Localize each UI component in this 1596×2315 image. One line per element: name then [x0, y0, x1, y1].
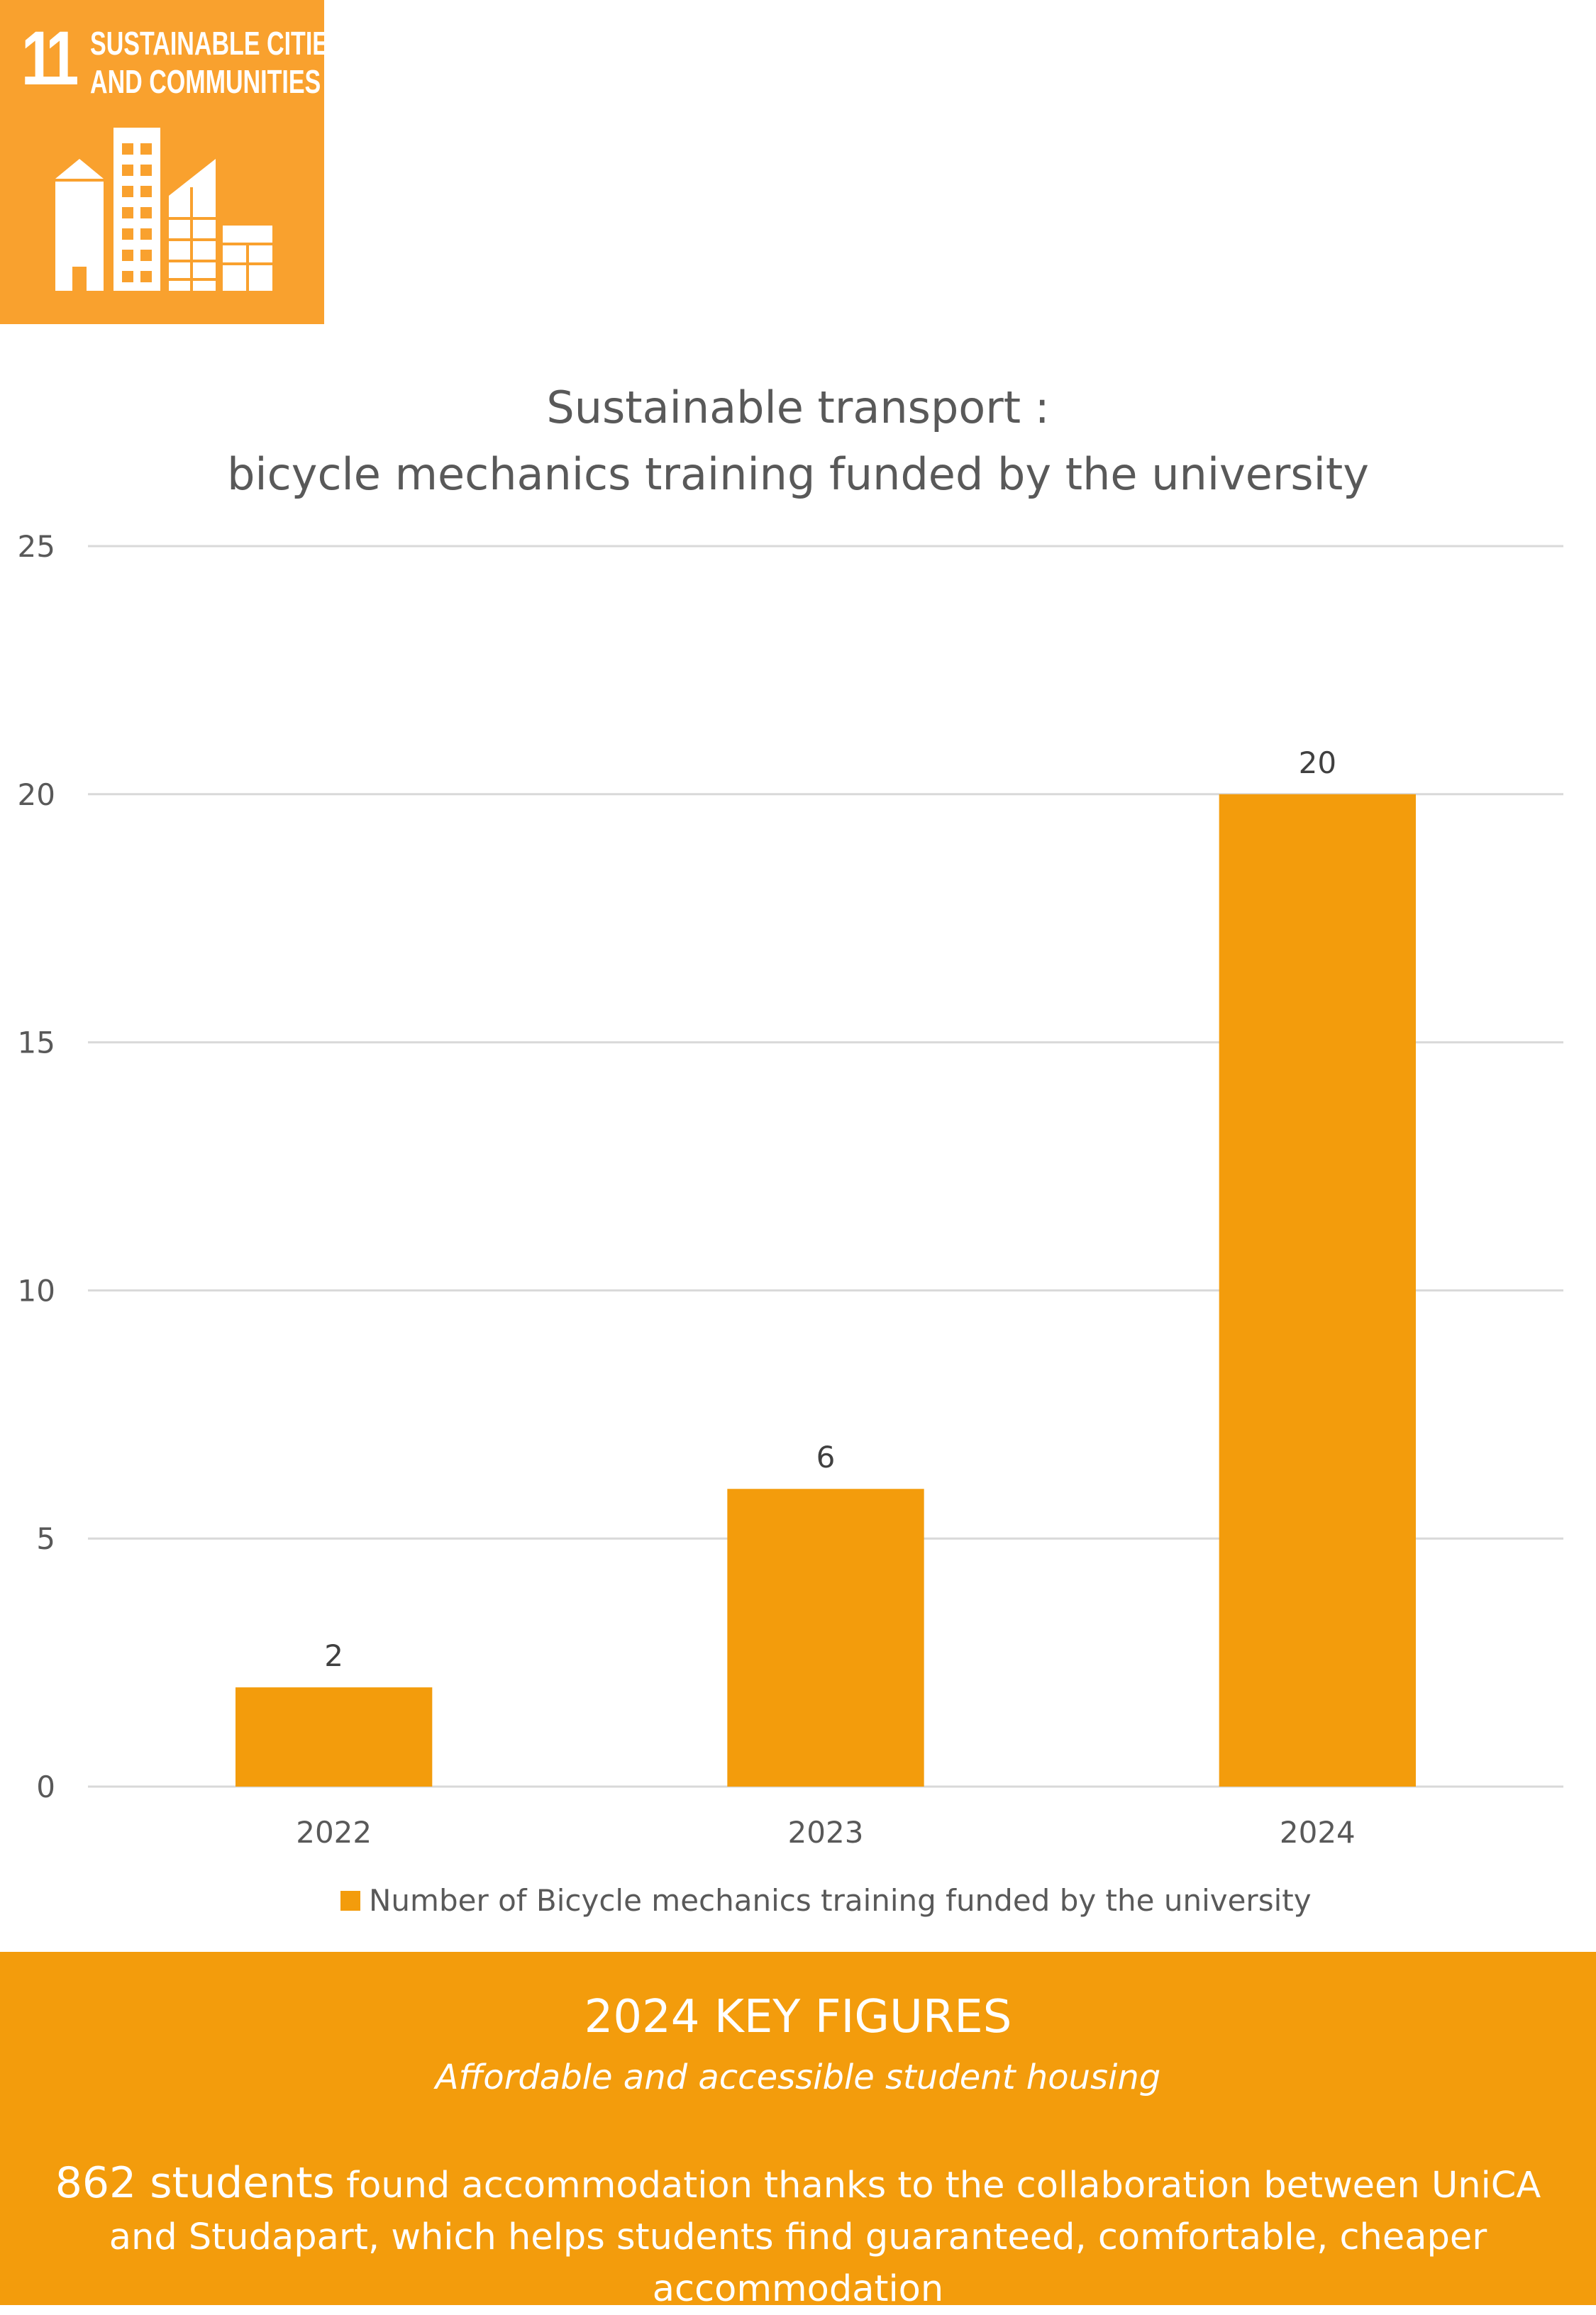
sdg-title-line-1: SUSTAINABLE CITIES — [90, 25, 345, 62]
bar-2022 — [235, 1687, 433, 1787]
data-label-2022: 2 — [324, 1638, 343, 1673]
y-tick-label: 5 — [36, 1521, 55, 1556]
key-figure-description: found accommodation thanks to the collab… — [109, 2165, 1541, 2310]
y-tick-label: 20 — [18, 777, 55, 812]
data-label-2023: 6 — [816, 1440, 836, 1475]
bar-2024 — [1219, 794, 1416, 1787]
bar-2023 — [727, 1489, 924, 1787]
chart-legend: Number of Bicycle mechanics training fun… — [340, 1883, 1312, 1918]
key-figures-banner: 2024 KEY FIGURES Affordable and accessib… — [0, 1952, 1596, 2310]
y-tick-label: 0 — [36, 1770, 55, 1804]
y-tick-label: 10 — [18, 1273, 55, 1308]
bar-chart: Sustainable transport : bicycle mechanic… — [18, 382, 1563, 1918]
x-tick-label-2024: 2024 — [1280, 1815, 1356, 1850]
chart-title-line-2: bicycle mechanics training funded by the… — [227, 448, 1369, 500]
y-tick-label: 25 — [18, 529, 55, 564]
legend-label: Number of Bicycle mechanics training fun… — [369, 1883, 1312, 1918]
sdg-number: 11 — [21, 15, 79, 101]
x-axis: 2022 2023 2024 — [296, 1815, 1356, 1850]
key-figure-highlight: 862 students — [55, 2158, 335, 2208]
y-tick-label: 15 — [18, 1026, 55, 1060]
key-figures-heading: 2024 KEY FIGURES — [584, 1991, 1012, 2043]
y-axis: 0 5 10 15 20 25 — [18, 529, 55, 1804]
key-figures-subheading: Affordable and accessible student housin… — [435, 2058, 1161, 2097]
data-label-2024: 20 — [1299, 745, 1336, 780]
chart-bars: 2 6 20 — [235, 745, 1416, 1787]
city-buildings-icon — [55, 128, 272, 291]
key-figures-text: 862 students found accommodation thanks … — [50, 2158, 1546, 2315]
x-tick-label-2022: 2022 — [296, 1815, 372, 1850]
sdg-11-badge: 11 SUSTAINABLE CITIES AND COMMUNITIES — [0, 0, 345, 324]
sdg-title-line-2: AND COMMUNITIES — [90, 63, 321, 100]
x-tick-label-2023: 2023 — [788, 1815, 864, 1850]
legend-swatch — [340, 1891, 360, 1911]
chart-title-line-1: Sustainable transport : — [546, 382, 1049, 433]
